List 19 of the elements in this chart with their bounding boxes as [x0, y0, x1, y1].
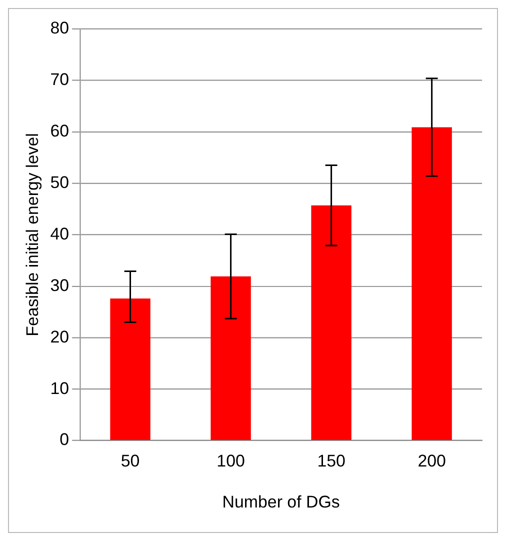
y-axis-title: Feasible initial energy level — [22, 133, 42, 336]
x-axis-title: Number of DGs — [222, 492, 340, 512]
bar — [110, 298, 150, 440]
y-tick-label: 40 — [50, 224, 70, 244]
x-tick-label: 150 — [317, 451, 346, 470]
x-tick-label: 50 — [120, 451, 140, 470]
bar — [311, 205, 352, 440]
x-tick-label: 100 — [216, 451, 245, 470]
y-tick-label: 80 — [50, 18, 70, 38]
y-tick-label: 30 — [50, 276, 70, 295]
y-tick-label: 20 — [50, 327, 70, 346]
y-tick-label: 60 — [50, 122, 70, 140]
y-tick-label: 0 — [60, 430, 70, 450]
y-tick-label: 70 — [50, 70, 70, 90]
x-tick-label: 200 — [418, 451, 446, 470]
bar — [412, 127, 452, 440]
bar — [210, 276, 251, 440]
y-tick-label: 50 — [50, 172, 70, 192]
y-tick-label: 10 — [50, 378, 70, 398]
